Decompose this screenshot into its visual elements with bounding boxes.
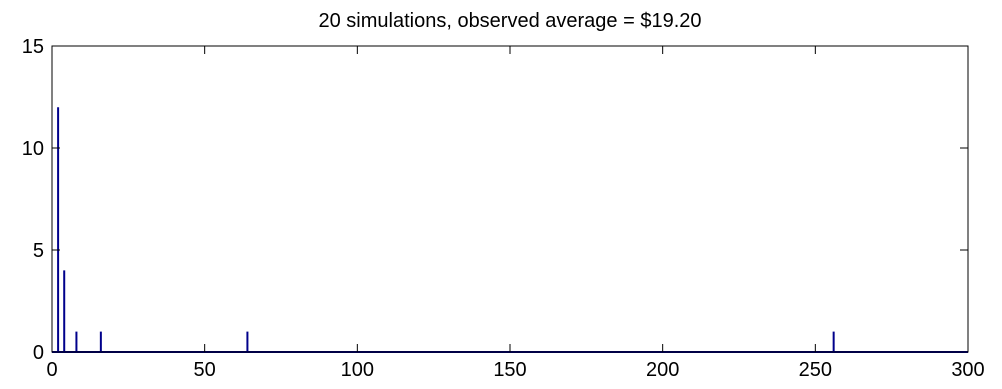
- y-tick-label: 5: [33, 240, 44, 262]
- y-tick-label: 15: [22, 36, 44, 58]
- x-tick-label: 0: [46, 359, 57, 381]
- x-tick-label: 200: [646, 359, 679, 381]
- axes-group: 0 50 100 150 200 250 300 0 5 10 15: [22, 36, 985, 381]
- y-tick-label: 10: [22, 138, 44, 160]
- y-tick-label: 0: [33, 342, 44, 364]
- x-tick-label: 100: [341, 359, 374, 381]
- bars-group: [52, 107, 968, 353]
- x-tick-label: 50: [194, 359, 216, 381]
- x-tick-label: 250: [799, 359, 832, 381]
- x-tick-label: 300: [951, 359, 984, 381]
- plot-frame: [51, 45, 969, 353]
- x-tick-label: 150: [493, 359, 526, 381]
- chart-title: 20 simulations, observed average = $19.2…: [318, 10, 701, 32]
